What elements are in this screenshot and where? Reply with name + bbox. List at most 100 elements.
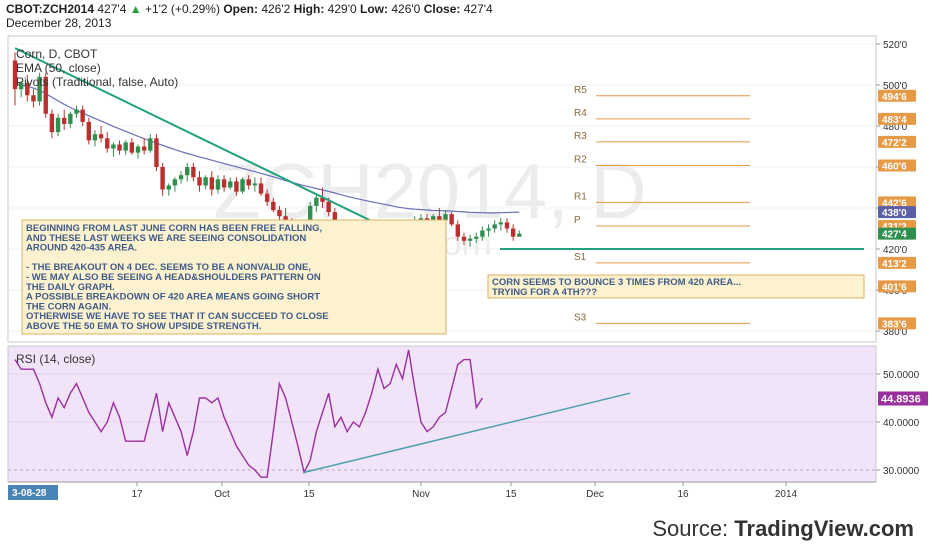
candle-body <box>443 214 448 221</box>
candle-body <box>209 177 214 190</box>
candle-body <box>449 214 454 225</box>
candle-body <box>62 117 67 124</box>
candle-body <box>80 109 85 122</box>
candle-body <box>185 167 190 176</box>
ema-50-line <box>14 83 520 214</box>
svg-text:494'6: 494'6 <box>882 92 907 103</box>
candle-body <box>264 193 270 202</box>
price-tick-label: 420'0 <box>883 245 908 256</box>
candle-body <box>215 179 221 190</box>
price-label-442-6: 442'6 <box>878 196 916 209</box>
time-tick-label: Dec <box>586 489 604 500</box>
candle-body <box>203 177 208 186</box>
legend-symbol: Corn, D, CBOT <box>16 47 98 61</box>
open-value: 426'2 <box>261 2 291 16</box>
low-value: 426'0 <box>391 2 421 16</box>
legend-pivots: Pivots (Traditional, false, Auto) <box>16 75 178 89</box>
candle-body <box>326 201 331 213</box>
main-note-line: - WE MAY ALSO BE SEEING A HEAD&SHOULDERS… <box>26 272 321 283</box>
price-tick-label: 520'0 <box>883 40 908 51</box>
source-credit: Source: TradingView.com <box>652 516 914 542</box>
rsi-last-value: 44.8936 <box>878 391 928 406</box>
candle-body <box>12 60 18 90</box>
time-tick-label: 15 <box>303 489 315 500</box>
price-change: +1'2 (+0.29%) <box>144 2 220 16</box>
svg-text:438'0: 438'0 <box>882 208 907 219</box>
svg-text:472'2: 472'2 <box>882 138 907 149</box>
candle-body <box>197 177 202 186</box>
candle-body <box>49 113 55 133</box>
pivot-label-s1: S1 <box>574 252 587 263</box>
candle-body <box>154 138 159 167</box>
candle-body <box>498 222 504 225</box>
candle-body <box>437 216 442 221</box>
candle-body <box>258 183 264 194</box>
main-note-line: THE DAILY GRAPH. <box>26 282 115 293</box>
price-label-483-4: 483'4 <box>878 112 916 126</box>
candle-body <box>68 113 73 124</box>
candle-body <box>172 179 178 186</box>
time-tick-label: 2014 <box>775 489 798 500</box>
time-tick-label: Oct <box>214 489 230 500</box>
main-note-line: AROUND 420-435 AREA. <box>26 243 137 254</box>
candle-body <box>271 201 276 211</box>
high-label: High: <box>293 2 325 16</box>
price-label-401-6: 401'6 <box>878 280 916 293</box>
svg-text:383'6: 383'6 <box>882 319 907 330</box>
price-label-383-6: 383'6 <box>878 317 916 330</box>
close-value: 427'4 <box>463 2 493 16</box>
svg-text:44.8936: 44.8936 <box>881 394 921 406</box>
pivot-label-r2: R2 <box>574 154 587 165</box>
price-label-472-2: 472'2 <box>878 135 916 149</box>
time-tick-label: 17 <box>131 489 143 500</box>
time-tick-label: Nov <box>412 489 430 500</box>
chart-date: December 28, 2013 <box>6 16 112 30</box>
candle-body <box>74 109 79 114</box>
rsi-tick-label: 50.0000 <box>883 370 920 381</box>
main-note-line: AND THESE LAST WEEKS WE ARE SEEING CONSO… <box>26 233 306 244</box>
candle-body <box>283 216 288 223</box>
candle-body <box>117 144 122 151</box>
candle-body <box>92 134 98 141</box>
candle-body <box>492 224 497 229</box>
pivot-label-r3: R3 <box>574 131 587 142</box>
change-arrow-icon: ▲ <box>129 2 142 16</box>
pivot-label-s3: S3 <box>574 312 587 323</box>
price-label-413-2: 413'2 <box>878 256 916 270</box>
symbol-name: CBOT:ZCH2014 <box>6 2 95 16</box>
candle-body <box>486 228 491 231</box>
candle-body <box>148 138 153 151</box>
rsi-legend: RSI (14, close) <box>16 352 95 366</box>
low-label: Low: <box>360 2 389 16</box>
candle-body <box>504 222 510 229</box>
main-note-line: A POSSIBLE BREAKDOWN OF 420 AREA MEANS G… <box>26 292 320 303</box>
main-note-line: BEGINNING FROM LAST JUNE CORN HAS BEEN F… <box>26 223 322 234</box>
candle-body <box>234 181 239 192</box>
candle-body <box>277 210 282 217</box>
candle-body <box>320 197 325 202</box>
side-note-box: CORN SEEMS TO BOUNCE 3 TIMES FROM 420 AR… <box>487 274 865 299</box>
candle-body <box>308 205 313 223</box>
candle-body <box>129 142 135 153</box>
close-label: Close: <box>423 2 461 16</box>
candle-body <box>55 117 61 133</box>
candle-body <box>221 179 227 188</box>
rsi-line <box>14 349 483 478</box>
svg-text:401'6: 401'6 <box>882 282 907 293</box>
pivot-label-p: P <box>574 215 581 226</box>
svg-text:483'4: 483'4 <box>882 115 907 126</box>
candle-body <box>474 236 479 239</box>
candle-body <box>25 82 30 96</box>
main-note-line: ABOVE THE 50 EMA TO SHOW UPSIDE STRENGTH… <box>26 321 261 332</box>
price-tick-label: 480'0 <box>883 122 908 133</box>
high-value: 429'0 <box>327 2 357 16</box>
side-note-line: TRYING FOR A 4TH??? <box>492 287 597 298</box>
svg-text:442'6: 442'6 <box>882 198 907 209</box>
price-label-460-6: 460'6 <box>878 159 916 172</box>
candle-body <box>43 76 48 114</box>
svg-text:431'2: 431'2 <box>882 222 907 233</box>
down-trendline <box>14 47 428 249</box>
symbol-header: CBOT:ZCH2014 427'4 ▲ +1'2 (+0.29%) Open:… <box>6 2 493 16</box>
main-note-line: THE CORN AGAIN. <box>26 301 111 312</box>
